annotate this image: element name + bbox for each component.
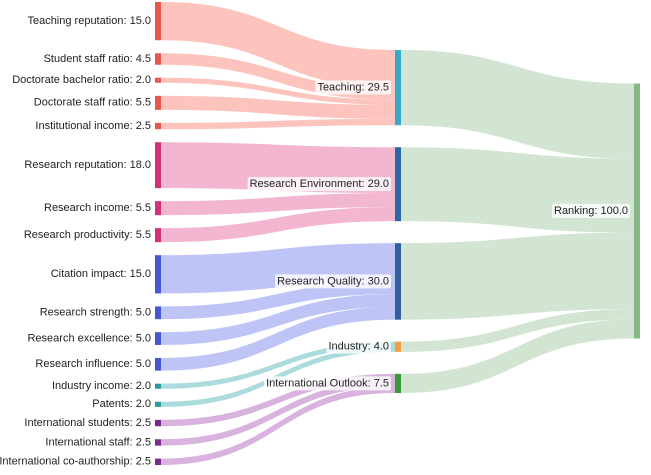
- label-background: [552, 203, 630, 218]
- group-node: [395, 373, 401, 393]
- leaf-node: [155, 95, 161, 110]
- leaf-node: [155, 419, 161, 427]
- group-label: Research Quality: 30.0: [277, 275, 389, 287]
- leaf-label: Research reputation: 18.0: [24, 159, 151, 171]
- flow-link: [401, 50, 634, 159]
- group-label: Industry: 4.0: [328, 341, 389, 353]
- flow-link: [401, 232, 634, 320]
- leaf-node: [155, 122, 161, 130]
- group-node: [395, 243, 401, 320]
- label-background: [264, 376, 391, 391]
- leaf-label: International staff: 2.5: [45, 436, 151, 448]
- label-background: [315, 80, 391, 95]
- labels: Teaching reputation: 15.0 Student staff r…: [0, 15, 630, 468]
- flow-link: [161, 2, 395, 89]
- group-node: [395, 147, 401, 222]
- flow-link: [161, 118, 395, 130]
- leaf-node: [155, 53, 161, 65]
- leaf-label: International co-authorship: 2.5: [0, 456, 151, 468]
- leaf-node: [155, 306, 161, 320]
- leaf-label: Industry income: 2.0: [52, 380, 151, 392]
- leaf-label: Research income: 5.5: [44, 202, 151, 214]
- label-background: [247, 177, 391, 192]
- leaf-label: Citation impact: 15.0: [51, 268, 151, 280]
- flow-link: [161, 341, 395, 389]
- group-node: [395, 341, 401, 352]
- flow-link: [161, 386, 395, 465]
- flow-link: [161, 207, 395, 243]
- leaf-label: Research strength: 5.0: [40, 307, 151, 319]
- leaf-node: [155, 77, 161, 83]
- flow-link: [161, 306, 395, 371]
- flow-link: [161, 77, 395, 105]
- total-node: [634, 83, 640, 339]
- flow-link: [161, 294, 395, 345]
- leaf-label: Patents: 2.0: [92, 398, 151, 410]
- leaf-node: [155, 458, 161, 465]
- leaf-label: Institutional income: 2.5: [35, 120, 151, 132]
- flow-link: [401, 309, 634, 352]
- leaf-node: [155, 142, 161, 189]
- leaf-label: Doctorate bachelor ratio: 2.0: [12, 74, 151, 86]
- leaf-node: [155, 255, 161, 294]
- leaf-node: [155, 357, 161, 371]
- leaf-label: Research influence: 5.0: [35, 358, 151, 370]
- flow-link: [161, 193, 395, 216]
- label-background: [326, 339, 391, 354]
- leaf-node: [155, 383, 161, 389]
- leaf-label: Student staff ratio: 4.5: [44, 53, 151, 65]
- label-background: [275, 274, 391, 289]
- leaf-node: [155, 332, 161, 345]
- leaf-label: Research productivity: 5.5: [24, 229, 151, 241]
- flow-link: [401, 147, 634, 233]
- leaf-node: [155, 439, 161, 446]
- leaf-node: [155, 401, 161, 407]
- group-label: Research Environment: 29.0: [250, 178, 389, 190]
- flow-link: [161, 380, 395, 446]
- leaf-label: Teaching reputation: 15.0: [27, 15, 151, 27]
- leaf-label: Doctorate staff ratio: 5.5: [34, 97, 151, 109]
- leaf-label: Research excellence: 5.0: [27, 332, 151, 344]
- leaf-node: [155, 228, 161, 243]
- group-label: Teaching: 29.5: [317, 82, 389, 94]
- leaf-node: [155, 201, 161, 216]
- group-node: [395, 50, 401, 126]
- total-label: Ranking: 100.0: [554, 205, 628, 217]
- nodes: [155, 2, 640, 465]
- leaf-label: International students: 2.5: [24, 417, 151, 429]
- flow-link: [161, 281, 395, 320]
- leaf-node: [155, 2, 161, 41]
- group-label: International Outlook: 7.5: [266, 377, 389, 389]
- flow-link: [161, 373, 395, 427]
- flow-link: [401, 319, 634, 393]
- flow-link: [161, 95, 395, 119]
